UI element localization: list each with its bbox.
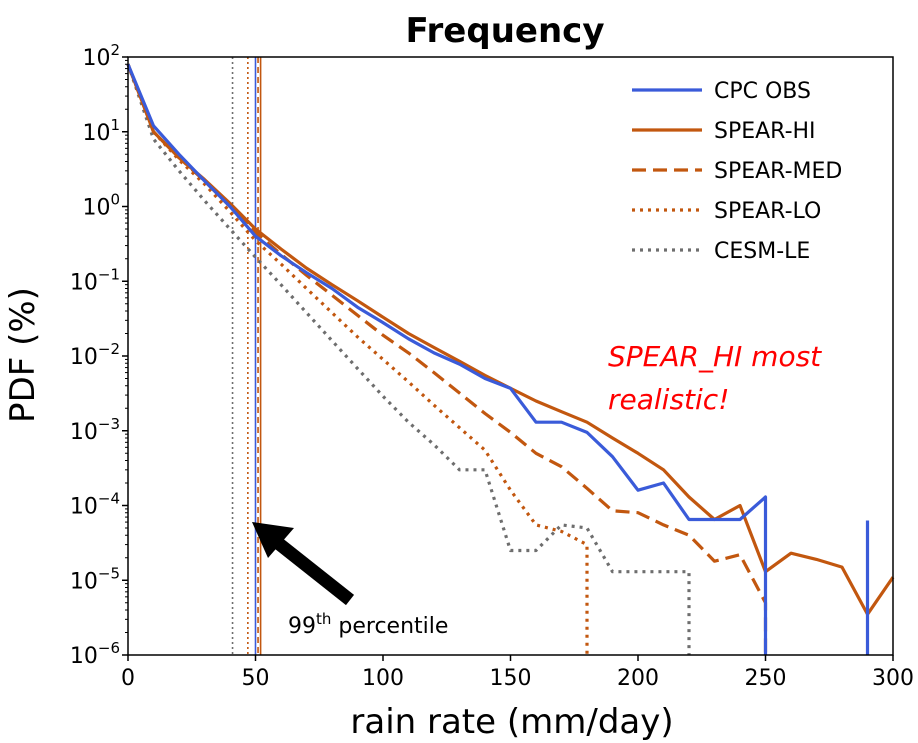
y-axis: 102 101 100 10−1 10−2 10−3 10−4 10−5 10−6 (70, 41, 128, 669)
series-line-spear-lo (126, 63, 589, 655)
percentile-lines (231, 57, 262, 655)
legend: CPC OBS SPEAR-HI SPEAR-MED SPEAR-LO CESM-LE (632, 79, 842, 264)
y-tick-label: 10−6 (70, 639, 120, 669)
x-tick-label: 50 (242, 666, 270, 691)
percentile-arrow (252, 522, 355, 606)
x-tick-label: 200 (617, 666, 659, 691)
x-tick-label: 300 (872, 666, 914, 691)
x-tick-label: 0 (121, 666, 135, 691)
legend-label-spear-hi: SPEAR-HI (714, 119, 816, 144)
y-tick-label: 10−3 (70, 415, 120, 445)
legend-label-cpc-obs: CPC OBS (714, 79, 811, 104)
chart-title: Frequency (405, 11, 604, 51)
series-line-cesm-le (126, 63, 691, 655)
legend-label-spear-lo: SPEAR-LO (714, 199, 821, 224)
y-tick-label: 10−2 (70, 340, 120, 370)
y-tick-label: 10−5 (70, 564, 120, 594)
y-tick-label: 102 (82, 41, 120, 71)
percentile-arrow-label: 99th percentile (288, 610, 448, 639)
annotation-line-2: realistic! (608, 383, 729, 416)
x-axis: 0 50 100 150 200 250 300 (121, 655, 914, 691)
y-axis-label: PDF (%) (3, 287, 43, 423)
arrow-head (252, 522, 294, 558)
x-tick-label: 150 (490, 666, 532, 691)
x-tick-label: 250 (745, 666, 787, 691)
legend-label-cesm-le: CESM-LE (714, 239, 810, 264)
y-tick-label: 10−4 (70, 490, 120, 520)
series-layer (126, 63, 895, 655)
x-tick-label: 100 (362, 666, 404, 691)
arrow-shaft (273, 537, 355, 606)
x-axis-label: rain rate (mm/day) (350, 702, 673, 742)
y-tick-label: 101 (82, 116, 120, 146)
y-tick-label: 10−1 (70, 265, 120, 295)
annotation-line-1: SPEAR_HI most (608, 340, 822, 373)
y-tick-label: 100 (82, 191, 120, 221)
legend-label-spear-med: SPEAR-MED (714, 159, 842, 184)
series-line-cpc-obs (126, 63, 768, 655)
